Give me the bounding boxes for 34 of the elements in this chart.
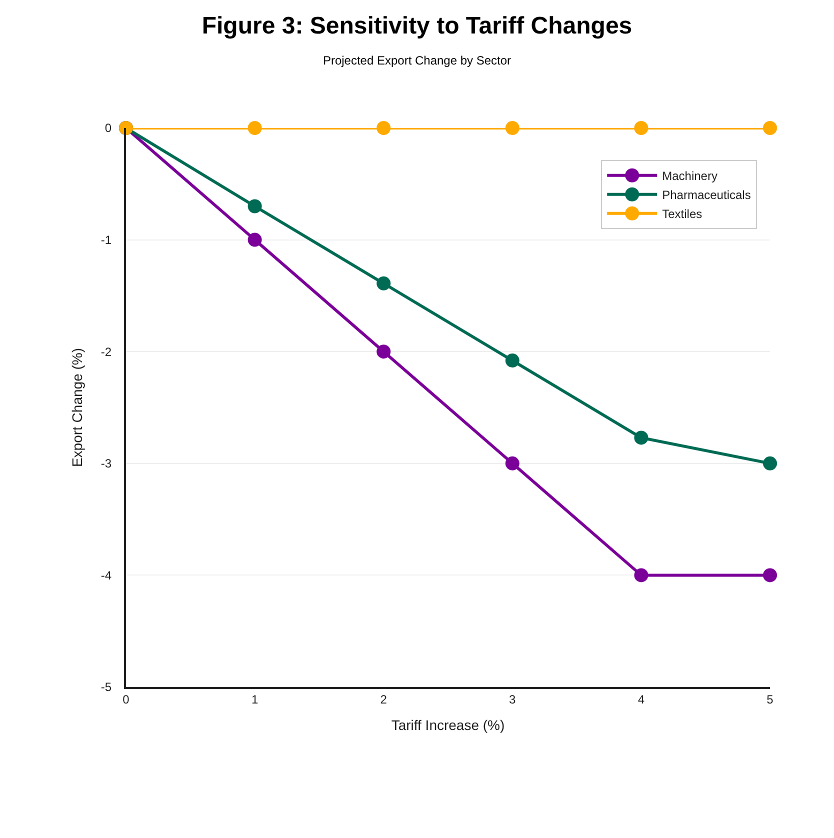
legend-label: Pharmaceuticals — [662, 188, 751, 202]
point — [376, 344, 391, 359]
point — [634, 430, 648, 445]
x-tick-label: 1 — [251, 692, 258, 706]
legend-label: Textiles — [662, 207, 702, 222]
y-tick-label: -2 — [100, 344, 112, 359]
y-tick-label: 0 — [104, 121, 112, 136]
point — [763, 121, 777, 135]
point — [505, 121, 520, 135]
x-tick-label: 5 — [766, 692, 774, 706]
point — [634, 121, 648, 135]
chart-subtitle: Projected Export Change by Sector — [322, 54, 512, 68]
point — [763, 568, 777, 582]
point — [248, 121, 262, 135]
y-tick-label: -4 — [100, 568, 112, 582]
x-tick-label: 4 — [638, 692, 645, 706]
point — [376, 121, 391, 135]
y-axis-title: Export Change (%) — [69, 348, 86, 468]
x-tick-label: 3 — [509, 692, 516, 706]
x-tick-label: 0 — [122, 692, 130, 706]
legend-label: Machinery — [662, 169, 718, 184]
y-tick-label: -1 — [100, 233, 112, 247]
point — [634, 568, 648, 582]
point — [763, 456, 777, 470]
x-tick-label: 2 — [380, 692, 388, 706]
y-tick-label: -5 — [100, 680, 112, 694]
chart-title: Figure 3: Sensitivity to Tariff Changes — [202, 12, 632, 40]
y-tick-label: -3 — [100, 456, 112, 471]
point — [505, 456, 520, 470]
point — [376, 276, 391, 290]
point — [248, 232, 262, 247]
point — [505, 354, 520, 368]
point — [248, 199, 262, 214]
x-axis-title: Tariff Increase (%) — [391, 717, 505, 734]
